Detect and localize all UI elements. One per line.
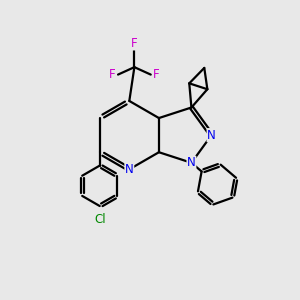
Text: F: F bbox=[109, 68, 116, 81]
Text: F: F bbox=[131, 37, 138, 50]
Text: F: F bbox=[153, 68, 160, 81]
Text: N: N bbox=[187, 156, 196, 169]
Text: N: N bbox=[125, 163, 134, 176]
Text: Cl: Cl bbox=[94, 213, 106, 226]
Text: N: N bbox=[207, 129, 216, 142]
